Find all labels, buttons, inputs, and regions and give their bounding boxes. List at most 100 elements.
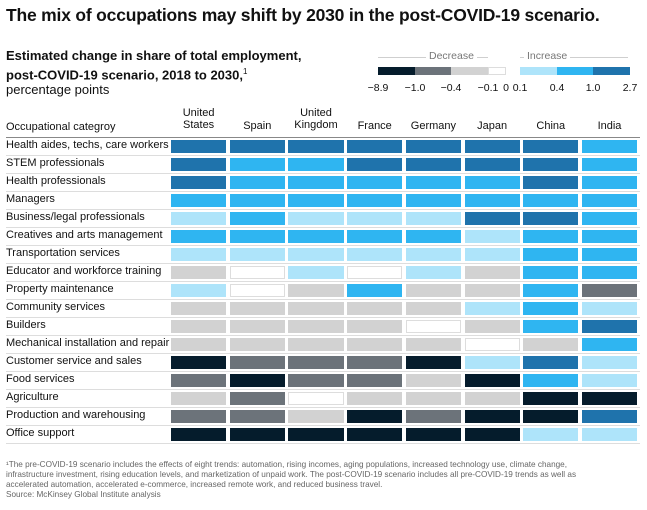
heatmap-cell (288, 427, 344, 441)
heatmap-cell (405, 283, 461, 297)
heatmap-cell (288, 355, 344, 369)
column-header-line: Kingdom (294, 119, 338, 131)
heatmap-cell (464, 391, 520, 405)
heatmap-cell (464, 247, 520, 261)
heatmap-cell (405, 409, 461, 423)
heatmap-cell (229, 427, 285, 441)
column-header: United Kingdom (287, 107, 345, 131)
heatmap-cell (229, 175, 285, 189)
column-header: Spain (228, 120, 286, 132)
heatmap-cell (523, 427, 579, 441)
heatmap-cell (405, 247, 461, 261)
heatmap-cell (347, 373, 403, 387)
heatmap-cell (347, 427, 403, 441)
heatmap-cell (464, 373, 520, 387)
heatmap-cell (464, 355, 520, 369)
heatmap-cell (464, 337, 520, 351)
heatmap-cell (171, 229, 227, 243)
row-label: Business/legal professionals (6, 211, 145, 223)
heatmap-cell (581, 319, 638, 333)
column-header: India (581, 120, 639, 132)
column-header-line: Germany (410, 120, 457, 132)
heatmap-cell (405, 391, 461, 405)
increase-arrow-line (520, 57, 628, 58)
heatmap-cell (581, 337, 638, 351)
heatmap-cell (523, 229, 579, 243)
column-header-line: United (182, 107, 215, 119)
heatmap-cell (405, 229, 461, 243)
heatmap-cell (523, 265, 579, 279)
heatmap-cell (229, 247, 285, 261)
heatmap-cell (581, 373, 638, 387)
heatmap-cell (523, 355, 579, 369)
heatmap-cell (229, 373, 285, 387)
heatmap-cell (581, 157, 638, 171)
row-label: Property maintenance (6, 283, 114, 295)
column-header-line: Spain (243, 120, 272, 132)
row-label: Educator and workforce training (6, 265, 162, 277)
heatmap-cell (405, 301, 461, 315)
heatmap-cell (405, 337, 461, 351)
legend-swatch-d1 (451, 67, 488, 75)
heatmap-cell (229, 391, 285, 405)
heatmap-cell (347, 355, 403, 369)
legend-swatch-d3 (378, 67, 415, 75)
heatmap-cell (581, 391, 638, 405)
heatmap-cell (171, 373, 227, 387)
heatmap-cell (347, 139, 403, 153)
heatmap-cell (229, 139, 285, 153)
legend-swatch-i1 (520, 67, 557, 75)
heatmap-cell (464, 265, 520, 279)
row-label: Mechanical installation and repair (6, 337, 170, 349)
heatmap-cell (171, 355, 227, 369)
heatmap-cell (171, 301, 227, 315)
subtitle-line-2-text: post-COVID-19 scenario, 2018 to 2030, (6, 67, 243, 83)
legend-tick: 1.0 (585, 82, 601, 94)
heatmap-cell (405, 139, 461, 153)
row-rule (6, 443, 640, 444)
heatmap-cell (523, 157, 579, 171)
heatmap-cell (171, 247, 227, 261)
legend-swatch-d2 (415, 67, 451, 75)
heatmap-cell (171, 427, 227, 441)
heatmap-cell (581, 193, 638, 207)
column-header: Japan (463, 120, 521, 132)
heatmap-cell (464, 211, 520, 225)
heatmap-cell (288, 265, 344, 279)
row-label: Production and warehousing (6, 409, 146, 421)
heatmap-cell (171, 409, 227, 423)
footnote-line: infrastructure investment, rising educat… (6, 470, 577, 479)
heatmap-cell (405, 319, 461, 333)
heatmap-cell (405, 157, 461, 171)
row-label: Managers (6, 193, 55, 205)
heatmap-cell (347, 283, 403, 297)
heatmap-cell (288, 229, 344, 243)
heatmap-cell (581, 427, 638, 441)
heatmap-cell (171, 265, 227, 279)
row-rule (6, 281, 640, 282)
column-header: France (346, 120, 404, 132)
heatmap-cell (405, 193, 461, 207)
heatmap-cell (229, 355, 285, 369)
heatmap-cell (523, 319, 579, 333)
heatmap-cell (347, 319, 403, 333)
heatmap-cell (581, 247, 638, 261)
heatmap-cell (581, 211, 638, 225)
category-header: Occupational categroy (6, 121, 116, 133)
heatmap-cell (347, 391, 403, 405)
heatmap-cell (347, 337, 403, 351)
row-rule (6, 317, 640, 318)
heatmap-cell (523, 175, 579, 189)
column-header: United States (170, 107, 228, 131)
legend-tick: 2.7 (622, 82, 638, 94)
source-note: Source: McKinsey Global Institute analys… (6, 490, 161, 499)
row-rule (6, 353, 640, 354)
heatmap-cell (288, 337, 344, 351)
heatmap-cell (581, 301, 638, 315)
legend-swatch-i2 (557, 67, 593, 75)
heatmap-cell (347, 247, 403, 261)
heatmap-cell (464, 283, 520, 297)
heatmap-cell (288, 319, 344, 333)
heatmap-cell (347, 229, 403, 243)
heatmap-cell (347, 211, 403, 225)
